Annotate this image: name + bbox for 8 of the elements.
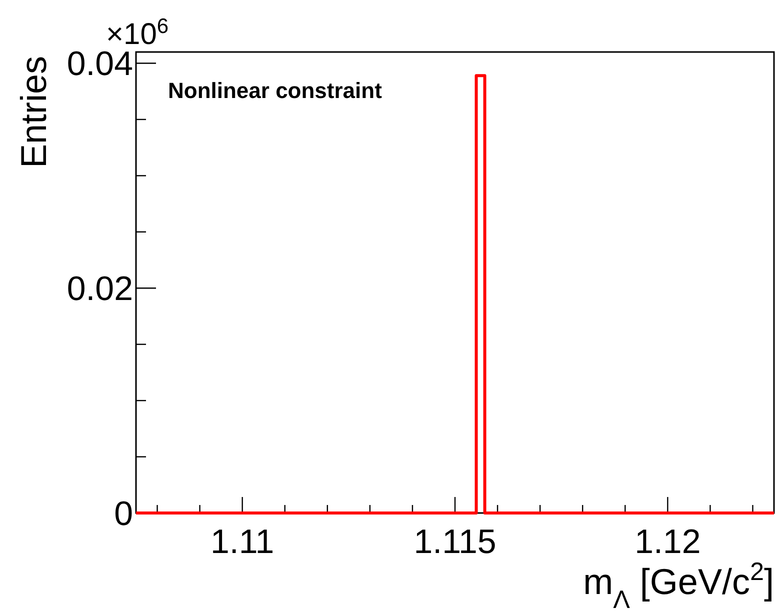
y-tick-label: 0.02 [66, 270, 133, 308]
x-tick-label: 1.11 [210, 523, 274, 561]
y-axis-title: Entries [13, 56, 54, 168]
y-tick-label: 0 [114, 495, 133, 533]
x-tick-label: 1.115 [414, 523, 496, 561]
x-tick-label: 1.12 [634, 523, 701, 561]
annotation: Nonlinear constraint [168, 78, 383, 103]
x-axis-title: m$_{Λ}$ [GeV/c$^{2}$] [583, 558, 774, 614]
